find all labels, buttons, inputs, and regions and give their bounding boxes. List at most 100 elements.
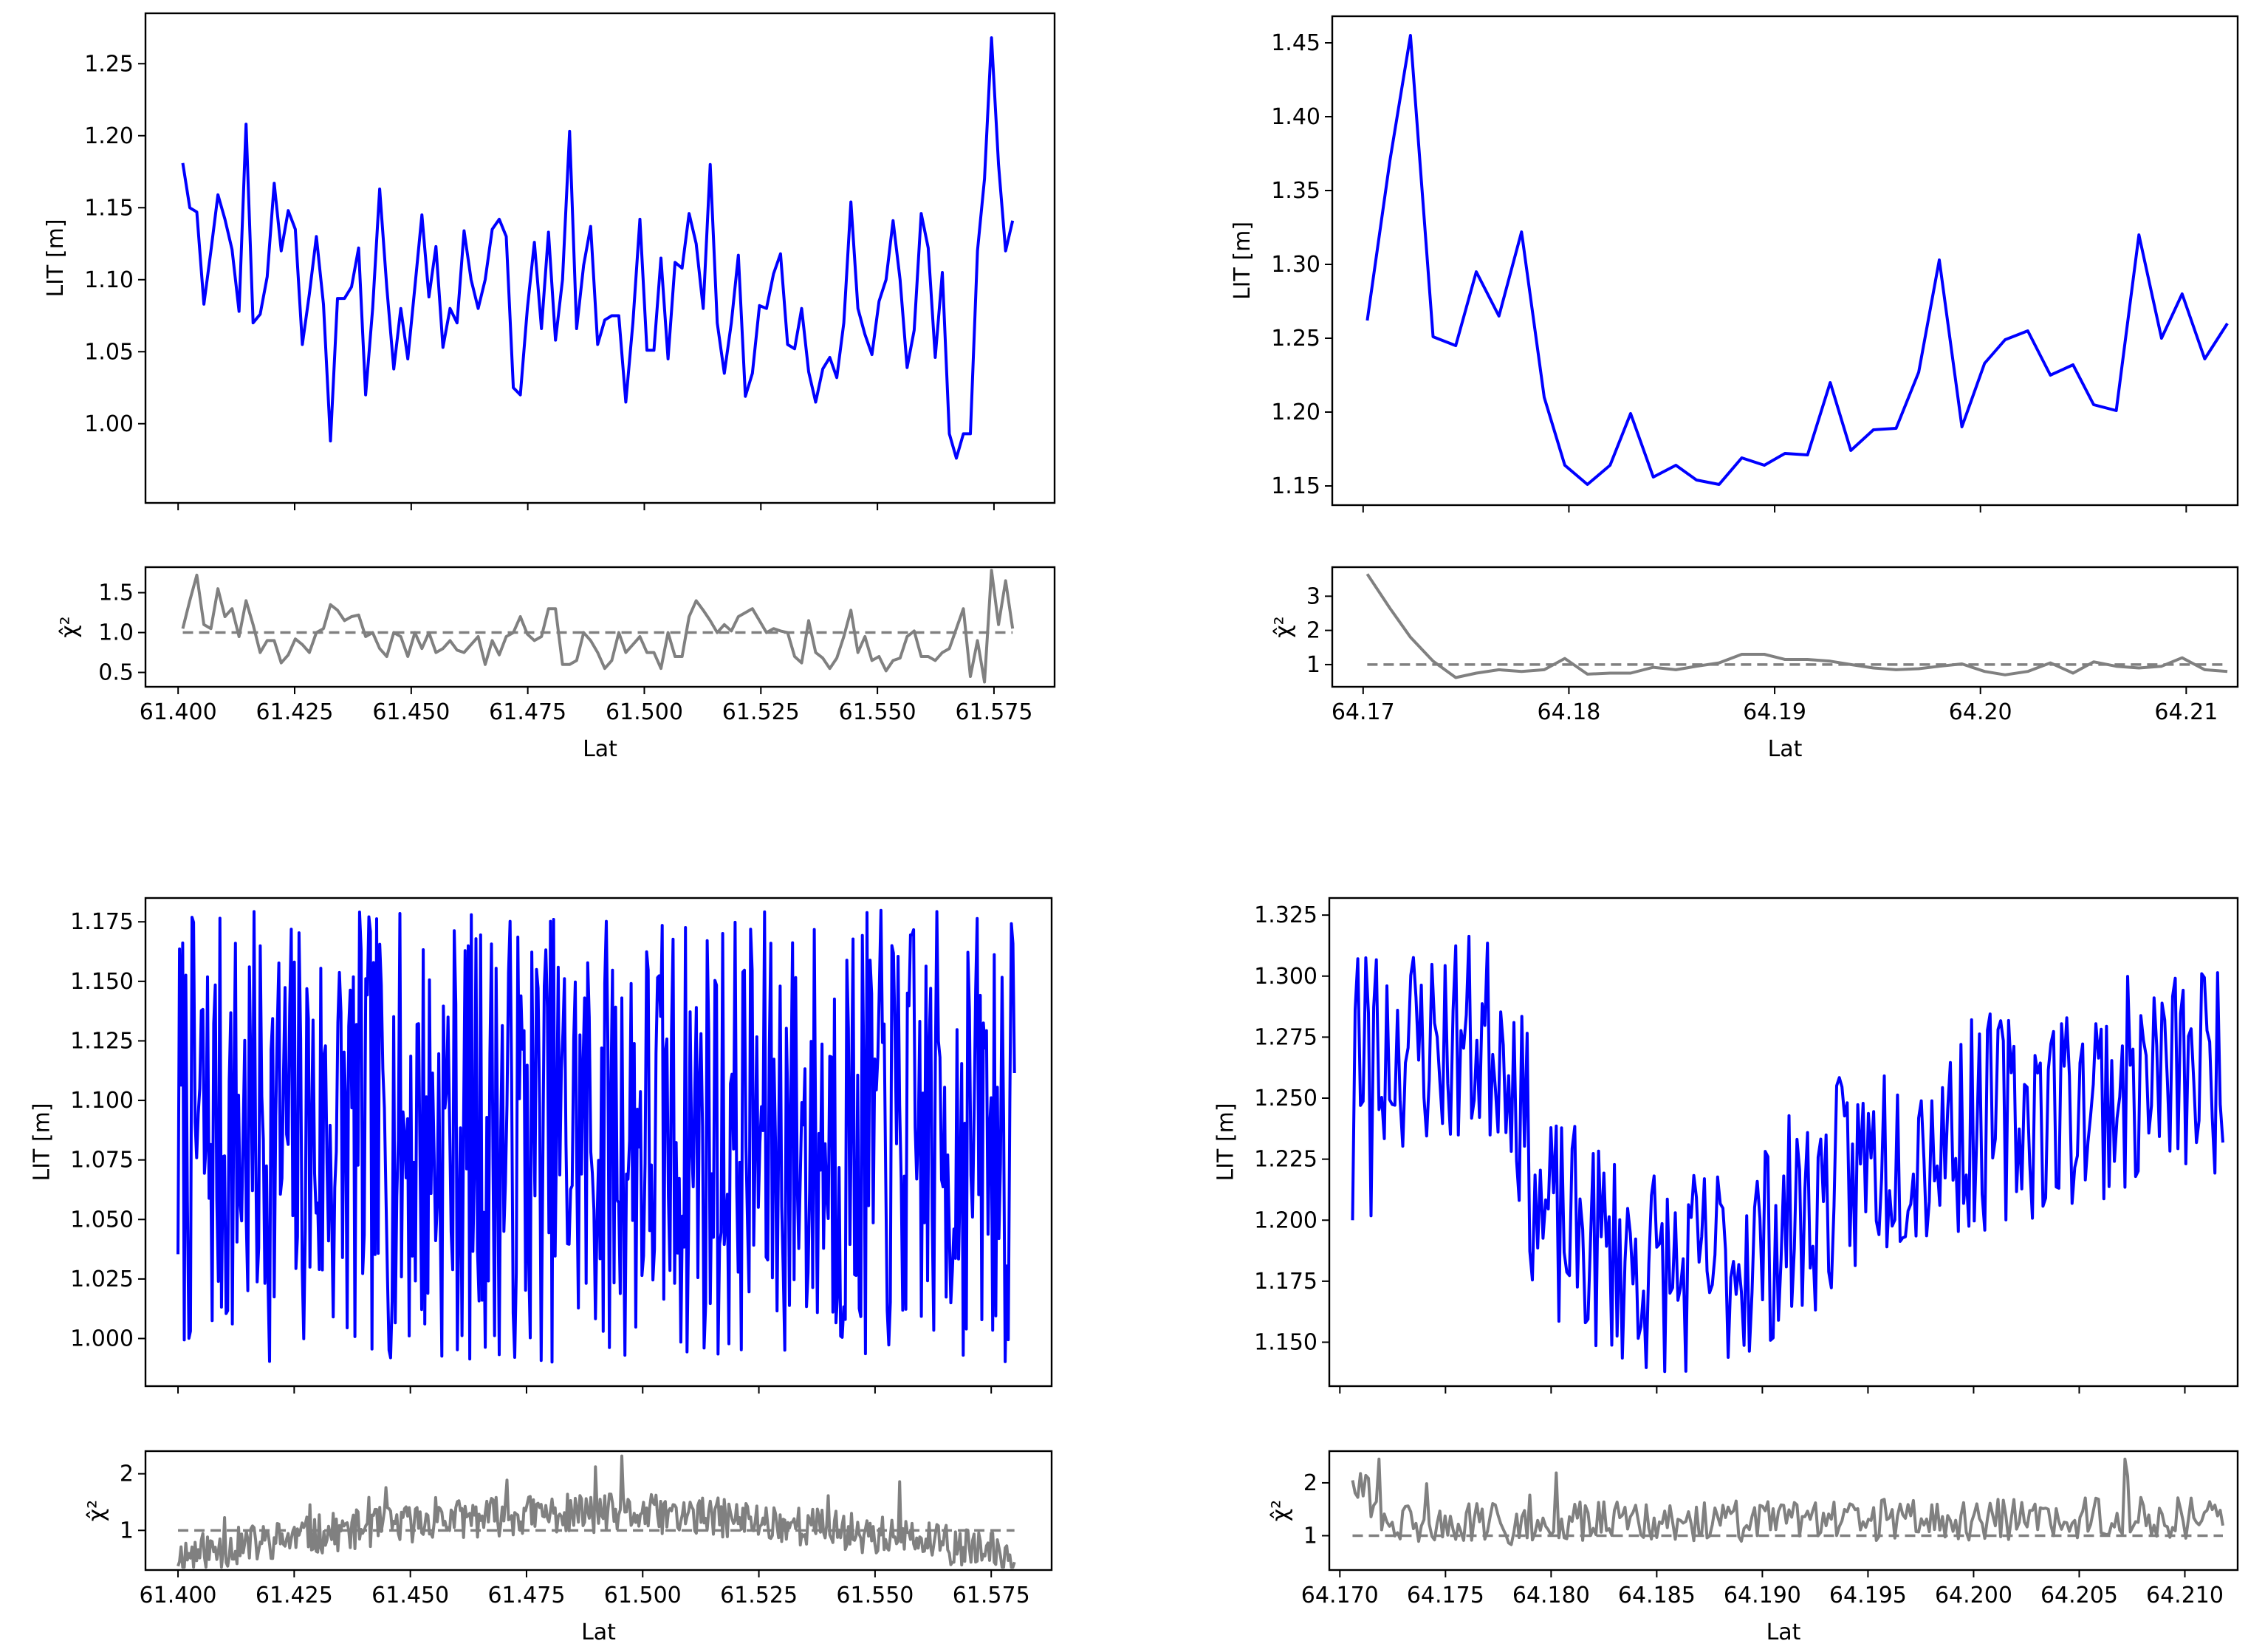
bottom-left-ytick-label: 1.100 <box>70 1088 134 1114</box>
top-left-residual-xtick-label: 61.400 <box>140 699 217 725</box>
bottom-left-residual-xtick-label: 61.425 <box>256 1583 333 1608</box>
bottom-left-panel: 1.000 1.025 1.050 1.075 1.100 1.125 1.150 1.175… <box>30 897 1053 1394</box>
top-left-ytick-label: 1.15 <box>84 195 134 221</box>
bottom-left-residual-xtick-label: 61.550 <box>836 1583 914 1608</box>
bottom-right-residual-xtick-label: 64.180 <box>1512 1583 1590 1608</box>
bottom-left-residual-xtick-label: 61.575 <box>953 1583 1030 1608</box>
bottom-left-residual-ytick-label: 2 <box>120 1461 134 1487</box>
bottom-left-series-line <box>177 908 1016 1364</box>
bottom-left-residual-xtick-label: 61.475 <box>487 1583 565 1608</box>
top-right-ylabel: LIT [m] <box>1230 222 1255 300</box>
bottom-left-residual-ylabel: χ̂² <box>84 1500 110 1521</box>
top-right-residual-xtick-label: 64.18 <box>1537 699 1600 725</box>
bottom-right-ytick-label: 1.225 <box>1254 1147 1317 1173</box>
top-right-residual-xtick-label: 64.21 <box>2154 699 2218 725</box>
top-right-frame <box>1331 15 2239 507</box>
top-right-residual-xtick-label: 64.19 <box>1743 699 1806 725</box>
bottom-left-ylabel: LIT [m] <box>30 1103 55 1181</box>
bottom-left-frame <box>144 897 1053 1388</box>
top-left-series-line <box>181 36 1015 460</box>
bottom-left-ytick-label: 1.050 <box>70 1207 134 1233</box>
bottom-right-residual-xtick-label: 64.205 <box>2040 1583 2118 1608</box>
top-right-residual-xlabel: Lat <box>1768 736 1803 762</box>
bottom-right-ylabel: LIT [m] <box>1213 1103 1239 1181</box>
bottom-right-residual-xtick-label: 64.195 <box>1829 1583 1907 1608</box>
top-right-residual-ytick-label: 2 <box>1306 618 1320 644</box>
top-left-residual-ytick-label: 1.5 <box>98 580 134 606</box>
top-right-residual-ylabel: χ̂² <box>1271 616 1297 637</box>
bottom-left-residual-xlabel: Lat <box>581 1620 616 1645</box>
top-right-ytick-label: 1.25 <box>1271 326 1320 352</box>
top-right-residual-xtick-label: 64.17 <box>1332 699 1395 725</box>
top-left-residual-xtick-label: 61.575 <box>955 699 1032 725</box>
bottom-right-ytick-label: 1.200 <box>1254 1207 1317 1233</box>
top-left-residual-ylabel: χ̂² <box>57 616 83 637</box>
bottom-left-ytick-label: 1.025 <box>70 1267 134 1292</box>
top-right-residual-ytick-label: 1 <box>1306 652 1320 678</box>
bottom-left-ytick-label: 1.175 <box>70 909 134 935</box>
top-right-residual-xtick-label: 64.20 <box>1949 699 2012 725</box>
top-right-series-line <box>1365 34 2229 486</box>
bottom-right-residual-frame <box>1328 1450 2239 1572</box>
top-right-ytick-label: 1.30 <box>1271 252 1320 278</box>
top-right-residual-frame <box>1331 566 2239 688</box>
bottom-left-ytick-label: 1.075 <box>70 1148 134 1173</box>
bottom-right-ytick-label: 1.275 <box>1254 1024 1317 1050</box>
top-left-residual-xtick-label: 61.450 <box>372 699 450 725</box>
top-left-panel: 1.00 1.05 1.10 1.15 1.20 1.25 LIT [m] <box>43 12 1056 510</box>
top-left-residual-panel: 61.400 61.425 61.450 61.475 61.500 61.525 61.5… <box>57 566 1056 762</box>
top-left-residual-xtick-label: 61.550 <box>839 699 916 725</box>
bottom-left-residual-xtick-label: 61.500 <box>604 1583 682 1608</box>
bottom-right-residual-xtick-label: 64.175 <box>1407 1583 1484 1608</box>
bottom-right-series-line <box>1351 934 2224 1374</box>
top-left-ytick-label: 1.05 <box>84 339 134 365</box>
bottom-right-residual-ylabel: χ̂² <box>1268 1500 1294 1521</box>
bottom-right-frame <box>1328 897 2239 1388</box>
top-left-residual-frame <box>144 566 1056 688</box>
bottom-left-ytick-label: 1.125 <box>70 1028 134 1054</box>
bottom-right-residual-xtick-label: 64.170 <box>1301 1583 1379 1608</box>
top-left-residual-xtick-label: 61.475 <box>489 699 566 725</box>
bottom-right-residual-ytick-label: 2 <box>1303 1470 1317 1496</box>
bottom-right-ytick-label: 1.250 <box>1254 1086 1317 1111</box>
bottom-right-ytick-label: 1.300 <box>1254 964 1317 990</box>
bottom-right-residual-panel: 64.170 64.175 64.180 64.185 64.190 64.195 64.2… <box>1268 1450 2239 1645</box>
bottom-right-ytick-label: 1.325 <box>1254 902 1317 928</box>
bottom-left-ytick-label: 1.150 <box>70 969 134 995</box>
top-left-ytick-label: 1.25 <box>84 51 134 77</box>
top-left-ylabel: LIT [m] <box>43 219 69 297</box>
bottom-right-ytick-label: 1.150 <box>1254 1330 1317 1356</box>
top-left-residual-xtick-label: 61.425 <box>256 699 334 725</box>
bottom-right-ytick-label: 1.175 <box>1254 1269 1317 1295</box>
top-left-ytick-label: 1.20 <box>84 123 134 149</box>
top-right-residual-series-line <box>1365 573 2228 679</box>
top-right-ytick-label: 1.15 <box>1271 473 1320 499</box>
top-left-residual-xlabel: Lat <box>583 736 617 762</box>
top-left-residual-xtick-label: 61.500 <box>606 699 683 725</box>
bottom-right-residual-xtick-label: 64.200 <box>1935 1583 2012 1608</box>
bottom-right-residual-xtick-label: 64.190 <box>1724 1583 1801 1608</box>
bottom-left-residual-xtick-label: 61.450 <box>371 1583 449 1608</box>
bottom-right-residual-xtick-label: 64.210 <box>2146 1583 2224 1608</box>
top-right-residual-panel: 64.17 64.18 64.19 64.20 64.21 1 2 3 Lat χ̂² <box>1271 566 2239 762</box>
bottom-left-residual-frame <box>144 1450 1053 1572</box>
top-right-residual-ytick-label: 3 <box>1306 583 1320 609</box>
bottom-right-residual-xtick-label: 64.185 <box>1618 1583 1696 1608</box>
top-left-ytick-label: 1.00 <box>84 411 134 437</box>
top-right-panel: 1.15 1.20 1.25 1.30 1.35 1.40 1.45 LIT [m] <box>1230 15 2239 513</box>
top-right-ytick-label: 1.40 <box>1271 104 1320 130</box>
top-left-residual-xtick-label: 61.525 <box>722 699 800 725</box>
top-right-ytick-label: 1.20 <box>1271 400 1320 425</box>
bottom-right-residual-ytick-label: 1 <box>1303 1523 1317 1549</box>
bottom-left-ytick-label: 1.000 <box>70 1326 134 1352</box>
bottom-right-residual-series-line <box>1351 1457 2224 1546</box>
top-left-frame <box>144 12 1056 504</box>
bottom-left-residual-panel: 61.400 61.425 61.450 61.475 61.500 61.525 61.5… <box>84 1450 1053 1645</box>
bottom-left-residual-xtick-label: 61.400 <box>140 1583 217 1608</box>
bottom-right-residual-xlabel: Lat <box>1766 1620 1801 1645</box>
bottom-right-panel: 1.150 1.175 1.200 1.225 1.250 1.275 1.300 1.325… <box>1213 897 2239 1394</box>
top-right-ytick-label: 1.35 <box>1271 178 1320 204</box>
bottom-left-residual-xtick-label: 61.525 <box>720 1583 798 1608</box>
top-left-residual-ytick-label: 0.5 <box>98 660 134 686</box>
